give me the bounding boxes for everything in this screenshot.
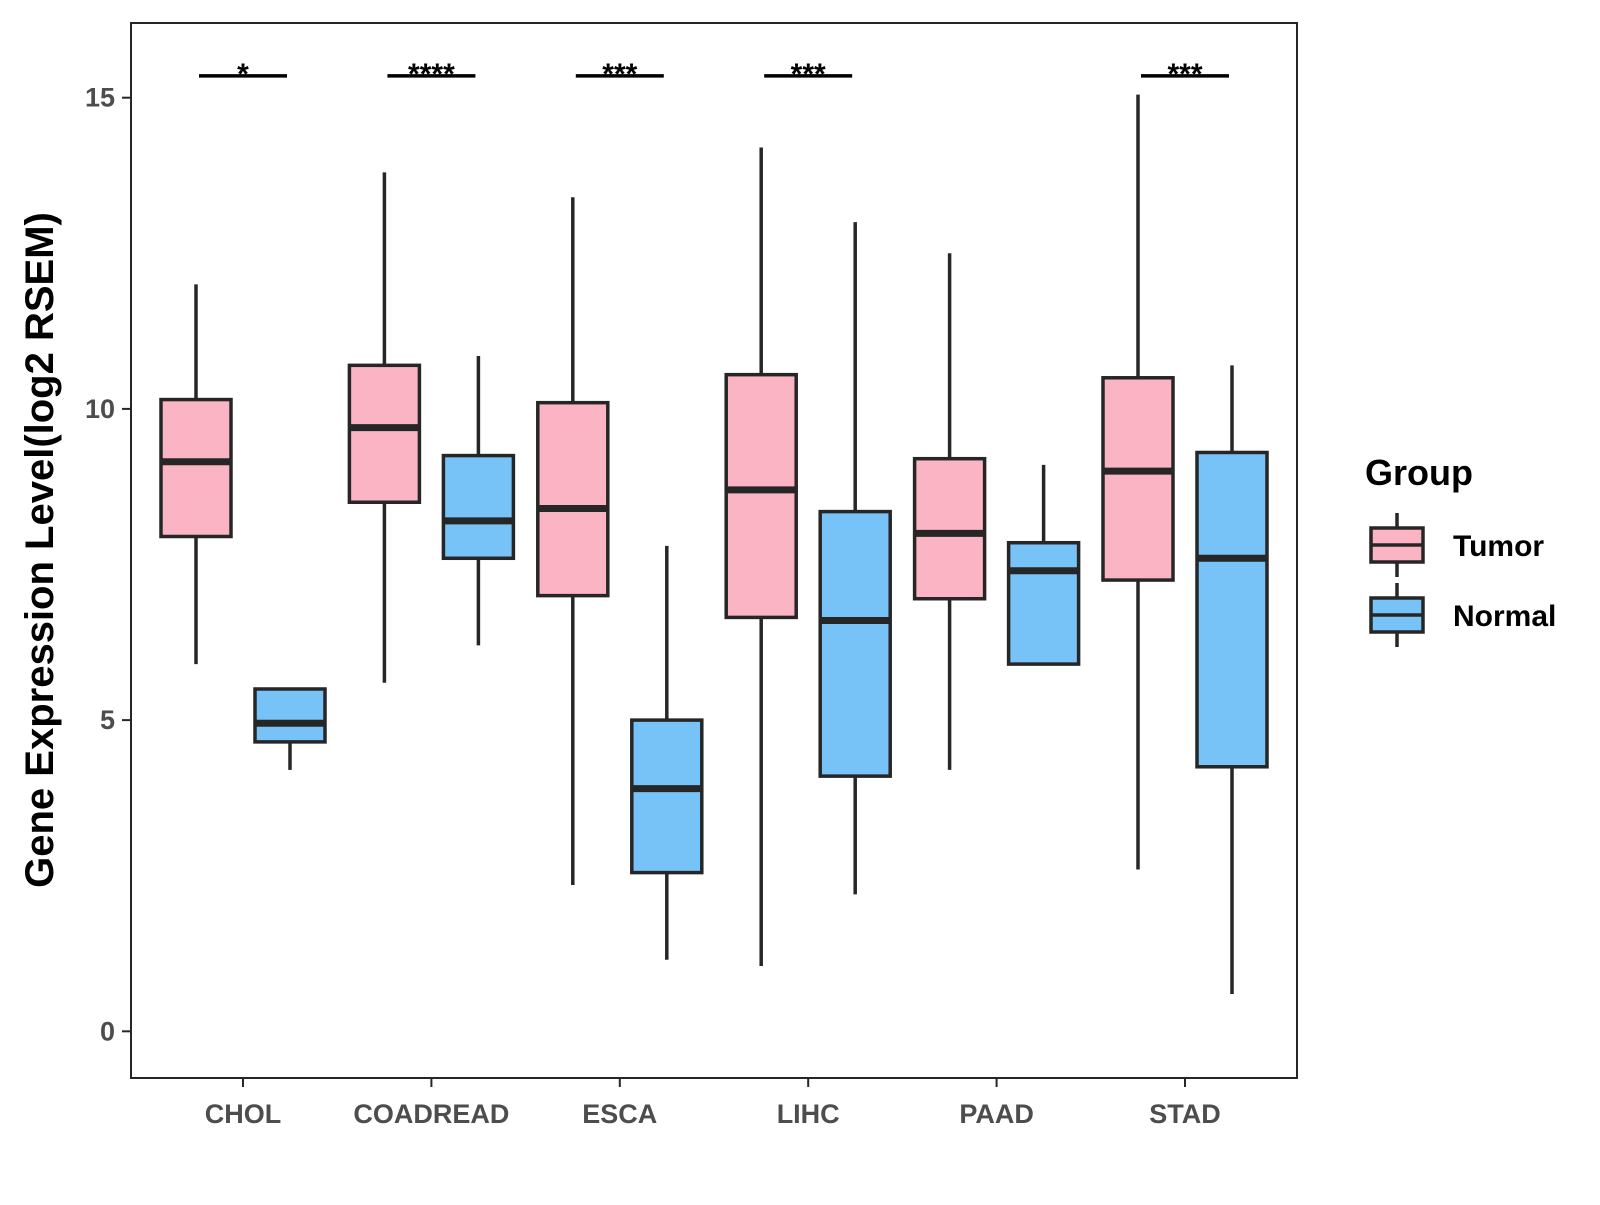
box-iqr — [1006, 540, 1081, 666]
x-tick-label: STAD — [1149, 1099, 1221, 1129]
box-iqr — [724, 372, 798, 620]
y-tick-label: 15 — [85, 83, 115, 113]
box-normal-coadread — [441, 355, 516, 646]
box-iqr — [441, 453, 516, 561]
box-normal-paad — [1006, 464, 1081, 666]
box-normal-esca — [630, 545, 704, 960]
legend-label-normal: Normal — [1453, 600, 1556, 633]
box-tumor-esca — [536, 197, 610, 886]
x-tick-label: LIHC — [777, 1099, 840, 1129]
significance-label: *** — [1167, 58, 1202, 91]
legend: Group Tumor Normal — [1365, 452, 1556, 647]
box-iqr — [818, 509, 892, 778]
x-tick-label: ESCA — [582, 1099, 657, 1129]
box-iqr — [159, 397, 233, 539]
significance-annotations: * **** *** *** *** — [199, 58, 1229, 91]
boxes — [159, 94, 1269, 994]
box-iqr — [536, 400, 610, 598]
box-iqr — [630, 718, 704, 875]
box-iqr — [1195, 450, 1269, 769]
box-normal-stad — [1195, 365, 1269, 994]
y-tick-label: 10 — [85, 394, 115, 424]
y-axis: 0 5 10 15 — [85, 83, 131, 1046]
significance-label: *** — [791, 58, 826, 91]
significance-label: * — [237, 58, 249, 91]
box-normal-chol — [253, 687, 327, 770]
x-axis: CHOL COADREAD ESCA LIHC PAAD STAD — [205, 1078, 1221, 1129]
box-iqr — [1101, 376, 1175, 582]
box-tumor-chol — [159, 284, 233, 665]
legend-label-tumor: Tumor — [1453, 530, 1544, 563]
box-tumor-stad — [1101, 94, 1175, 870]
legend-title: Group — [1365, 452, 1473, 493]
box-tumor-lihc — [724, 147, 798, 966]
significance-label: **** — [408, 58, 455, 91]
box-normal-lihc — [818, 222, 892, 895]
box-iqr — [253, 687, 327, 744]
box-iqr — [347, 363, 422, 505]
y-axis-title: Gene Expression Level(log2 RSEM) — [18, 212, 62, 888]
x-tick-label: CHOL — [205, 1099, 282, 1129]
y-tick-label: 0 — [100, 1016, 115, 1046]
box-tumor-paad — [912, 253, 987, 770]
y-tick-label: 5 — [100, 705, 115, 735]
box-iqr — [912, 456, 987, 601]
x-tick-label: PAAD — [959, 1099, 1034, 1129]
box-tumor-coadread — [347, 172, 422, 683]
significance-label: *** — [602, 58, 637, 91]
x-tick-label: COADREAD — [353, 1099, 509, 1129]
